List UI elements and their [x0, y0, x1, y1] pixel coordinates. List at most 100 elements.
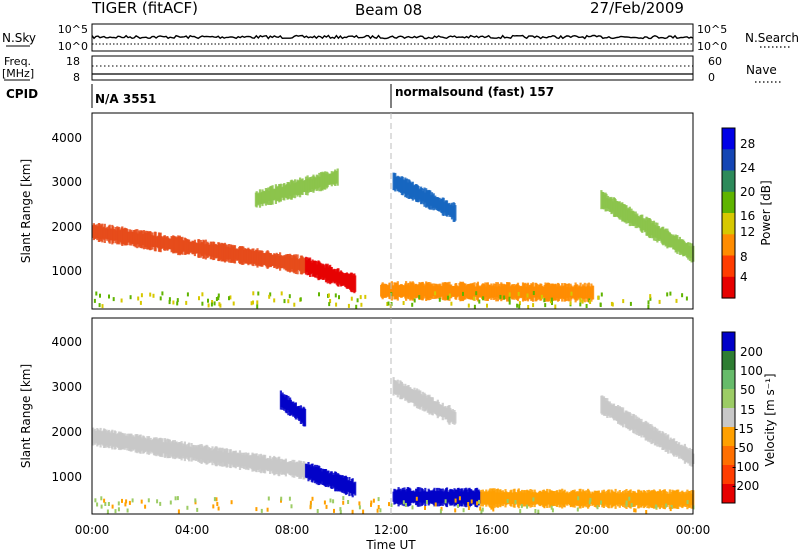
ground-scatter-cell: [257, 291, 260, 296]
ground-scatter-cell: [280, 496, 283, 501]
xtick-2000: 20:00: [575, 523, 610, 537]
ground-scatter-cell: [140, 499, 143, 504]
velocity-colorbar-tick-m100: -100: [732, 460, 759, 474]
ground-scatter-cell: [168, 297, 171, 302]
ground-scatter-cell: [309, 500, 312, 505]
ground-scatter-cell: [569, 503, 572, 508]
ground-scatter-cell: [334, 293, 337, 298]
ground-scatter-cell: [252, 300, 254, 305]
colorbar-frame: [721, 331, 736, 504]
ground-scatter-cell: [176, 496, 179, 501]
ground-scatter-cell: [117, 501, 120, 506]
ground-scatter-cell: [537, 500, 540, 505]
ground-scatter-cell: [342, 500, 345, 505]
ground-scatter-cell: [269, 292, 272, 297]
ground-scatter-cell: [450, 301, 453, 306]
ground-scatter-cell: [647, 304, 650, 309]
ground-scatter-cell: [329, 498, 332, 503]
xtick-2400: 00:00: [676, 523, 711, 537]
ground-scatter-cell: [402, 500, 405, 505]
ground-scatter-cell: [517, 292, 520, 296]
nsky-tick-top: 10^5: [58, 23, 88, 36]
ground-scatter-cell: [99, 293, 101, 298]
ground-scatter-cell: [328, 302, 331, 307]
ground-scatter-cell: [176, 298, 179, 303]
ground-scatter-cell: [327, 293, 330, 298]
ground-scatter-cell: [210, 302, 213, 307]
ground-scatter-cell: [376, 508, 379, 513]
velocity-colorbar-tick-m15: -15: [734, 422, 754, 436]
ground-scatter-cell: [550, 297, 553, 302]
ground-scatter-cell: [520, 504, 523, 509]
ground-scatter-cell: [686, 500, 689, 505]
ground-scatter-cell: [176, 301, 179, 306]
ground-scatter-cell: [283, 299, 286, 304]
ground-scatter-cell: [534, 509, 537, 513]
ground-scatter-cell: [293, 302, 296, 307]
ground-scatter-cell: [625, 502, 628, 507]
ground-scatter-cell: [318, 292, 320, 297]
colorbar-swatch: [722, 370, 735, 390]
ground-scatter-cell: [112, 297, 115, 302]
ground-scatter-cell: [480, 509, 483, 514]
velocity-colorbar-tick-100: 100: [740, 364, 763, 378]
ground-scatter-cell: [492, 507, 495, 512]
ground-scatter-cell: [669, 291, 672, 296]
colorbar-swatch: [722, 389, 735, 409]
cpid-label: CPID: [6, 87, 38, 101]
ground-scatter-cell: [121, 498, 123, 503]
ground-scatter-cell: [198, 296, 200, 301]
ground-scatter-cell: [370, 502, 372, 507]
ground-scatter-cell: [444, 499, 447, 504]
ground-scatter-cell: [478, 499, 480, 504]
ground-scatter-cell: [255, 507, 258, 512]
ground-scatter-cell: [117, 507, 120, 512]
ground-scatter-cell: [152, 293, 155, 298]
ground-scatter-cell: [589, 300, 592, 304]
nave-tick-bottom: 0: [708, 71, 715, 84]
colorbar-swatch: [722, 234, 735, 257]
ground-scatter-cell: [377, 505, 380, 509]
colorbar-swatch: [722, 213, 735, 235]
ground-scatter-cell: [280, 291, 283, 296]
ground-scatter-cell: [207, 303, 210, 308]
ground-scatter-cell: [268, 294, 271, 299]
ground-scatter-cell: [386, 302, 389, 306]
freq-trace: [92, 65, 693, 75]
ground-scatter-cell: [111, 504, 114, 509]
ground-scatter-cell: [266, 507, 269, 512]
band-2-cell: [336, 168, 339, 186]
velocity-colorbar-tick-m50: -50: [734, 441, 754, 455]
ground-scatter-cell: [213, 497, 216, 502]
ground-scatter-cell: [147, 498, 150, 503]
ground-scatter-cell: [490, 505, 493, 510]
ground-scatter-cell: [177, 509, 180, 514]
ground-scatter-cell: [599, 302, 602, 307]
nave-label: Nave: [746, 63, 777, 77]
band-3-cell: [454, 205, 457, 221]
ground-scatter-cell: [217, 506, 220, 511]
ground-scatter-cell: [458, 496, 461, 501]
ground-scatter-cell: [503, 295, 506, 300]
band-1-cell: [354, 481, 357, 496]
colorbar-swatch: [722, 149, 735, 172]
ground-scatter-cell: [467, 303, 470, 308]
ground-scatter-cell: [149, 292, 152, 297]
ground-scatter-cell: [347, 500, 350, 504]
ground-scatter-cell: [439, 509, 442, 514]
ground-scatter-cell: [634, 508, 637, 513]
ground-scatter-cell: [217, 293, 220, 298]
ground-scatter-cell: [658, 299, 661, 304]
ground-scatter-cell: [479, 506, 482, 511]
ground-scatter-cell: [101, 304, 104, 309]
ground-scatter-cell: [174, 496, 177, 501]
radar-title: TIGER (fitACF): [91, 0, 198, 17]
colorbar-swatch: [722, 408, 735, 428]
ground-scatter-cell: [518, 304, 521, 309]
velocity-ytick-2000: 2000: [51, 425, 82, 439]
ground-scatter-cell: [288, 294, 291, 299]
ground-scatter-cell: [425, 500, 428, 504]
ground-scatter-cell: [540, 294, 543, 299]
ground-scatter-cell: [667, 496, 670, 501]
